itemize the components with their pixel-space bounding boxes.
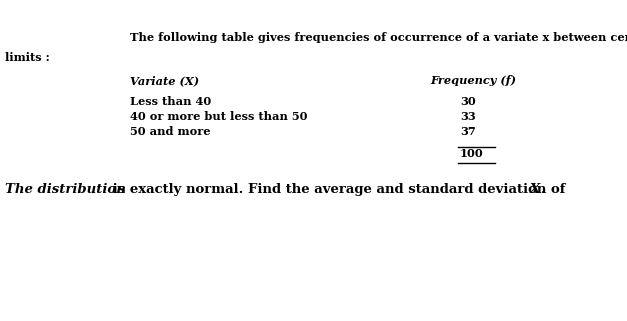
Text: 37: 37 [460,126,476,137]
Text: Less than 40: Less than 40 [130,96,211,107]
Text: is exactly normal. Find the average and standard deviation of: is exactly normal. Find the average and … [108,183,570,196]
Text: 33: 33 [460,111,476,122]
Text: 40 or more but less than 50: 40 or more but less than 50 [130,111,307,122]
Text: 100: 100 [460,148,484,159]
Text: limits :: limits : [5,52,50,63]
Text: The distribution: The distribution [5,183,126,196]
Text: The following table gives frequencies of occurrence of a variate x between certa: The following table gives frequencies of… [130,32,627,43]
Text: X: X [530,183,540,196]
Text: 30: 30 [460,96,476,107]
Text: .: . [541,183,545,196]
Text: Variate (X): Variate (X) [130,75,199,86]
Text: 50 and more: 50 and more [130,126,211,137]
Text: Frequency (f): Frequency (f) [430,75,516,86]
